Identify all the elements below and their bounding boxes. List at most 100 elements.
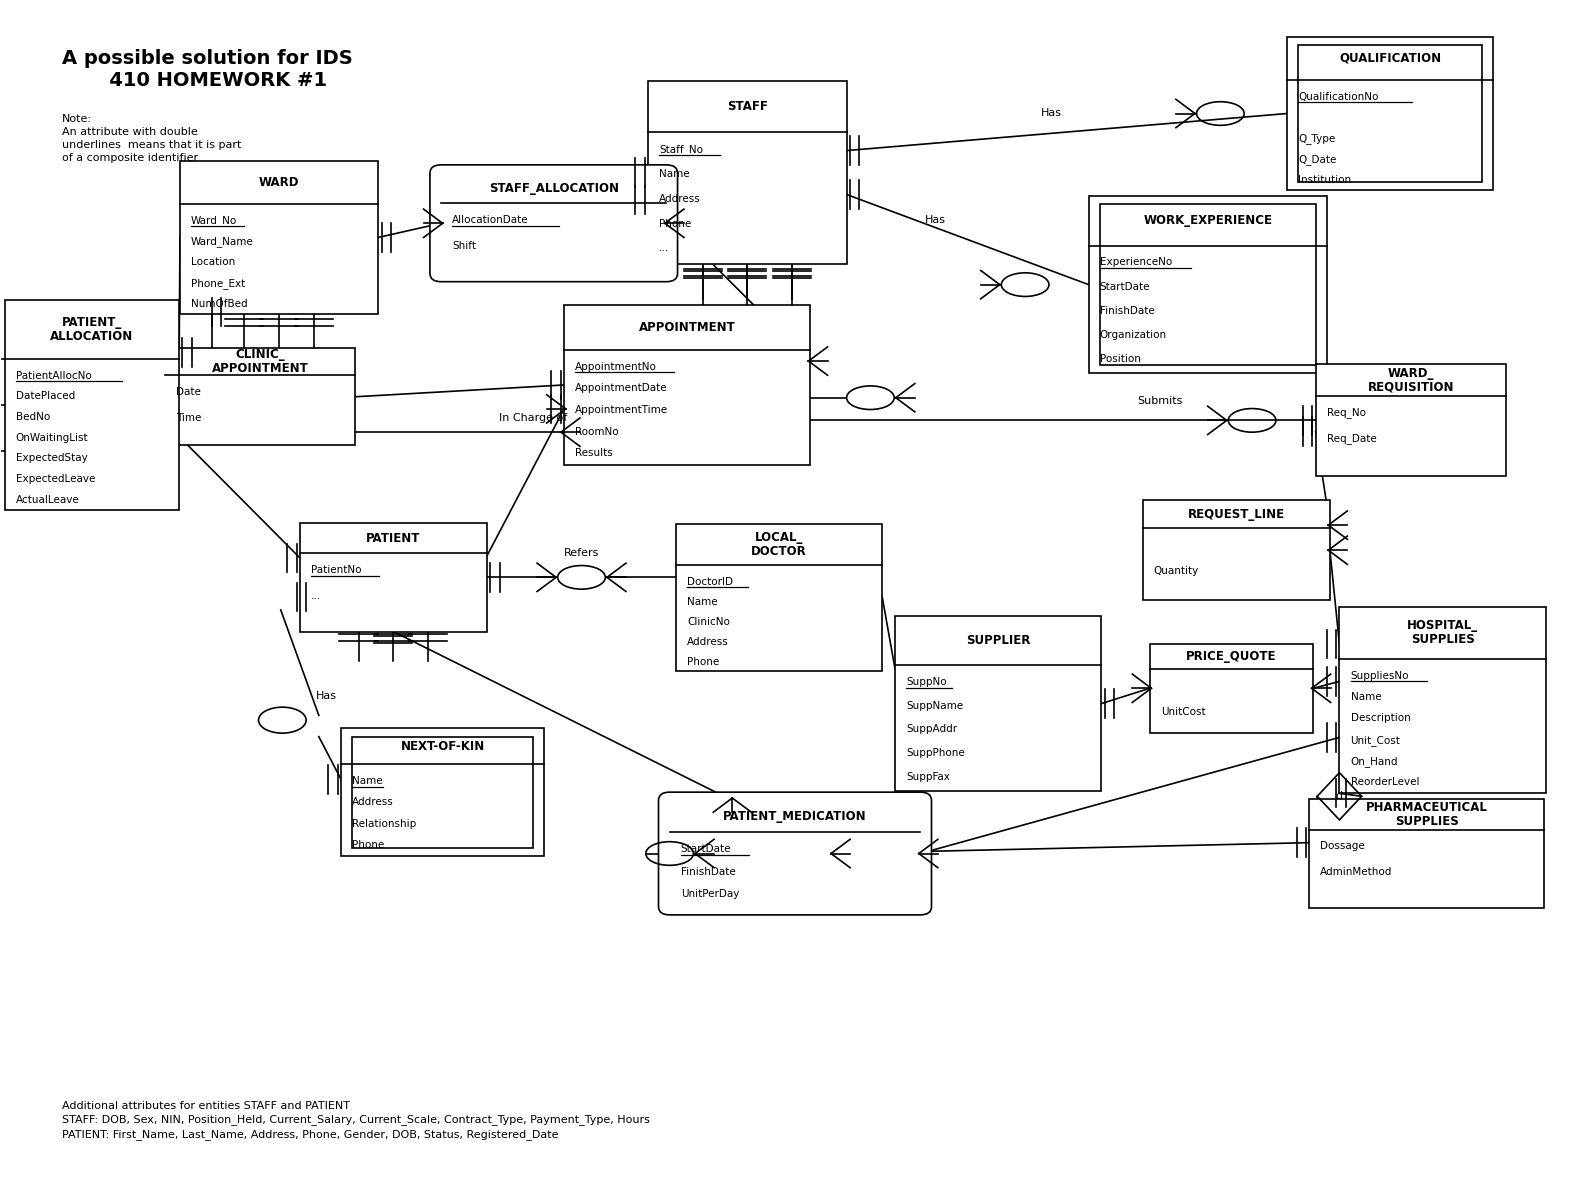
Text: SUPPLIER: SUPPLIER bbox=[967, 634, 1030, 647]
Text: Phone_Ext: Phone_Ext bbox=[191, 278, 245, 289]
Text: ReorderLevel: ReorderLevel bbox=[1350, 777, 1418, 788]
FancyBboxPatch shape bbox=[658, 793, 932, 914]
Text: APPOINTMENT: APPOINTMENT bbox=[639, 321, 736, 334]
Text: Name: Name bbox=[351, 776, 383, 786]
Text: Additional attributes for entities STAFF and PATIENT
STAFF: DOB, Sex, NIN, Posit: Additional attributes for entities STAFF… bbox=[62, 1101, 650, 1139]
Text: Address: Address bbox=[687, 636, 728, 647]
Text: Has: Has bbox=[925, 215, 946, 226]
Text: Position: Position bbox=[1100, 354, 1140, 363]
Text: ActualLeave: ActualLeave bbox=[16, 494, 80, 505]
Text: CLINIC_
APPOINTMENT: CLINIC_ APPOINTMENT bbox=[211, 349, 308, 375]
Text: Results: Results bbox=[576, 448, 612, 458]
Text: Dossage: Dossage bbox=[1320, 841, 1366, 852]
FancyBboxPatch shape bbox=[1315, 364, 1506, 477]
Text: Relationship: Relationship bbox=[351, 819, 417, 828]
FancyBboxPatch shape bbox=[1286, 37, 1493, 190]
Text: AppointmentNo: AppointmentNo bbox=[576, 362, 657, 371]
Text: OnWaitingList: OnWaitingList bbox=[16, 433, 89, 442]
Text: ...: ... bbox=[660, 244, 669, 253]
Text: AdminMethod: AdminMethod bbox=[1320, 867, 1393, 878]
FancyBboxPatch shape bbox=[340, 729, 544, 855]
Text: Address: Address bbox=[351, 797, 394, 807]
Text: UnitPerDay: UnitPerDay bbox=[681, 890, 739, 899]
Text: Submits: Submits bbox=[1137, 396, 1183, 406]
Text: Req_Date: Req_Date bbox=[1326, 433, 1377, 445]
FancyBboxPatch shape bbox=[301, 523, 487, 632]
Text: Unit_Cost: Unit_Cost bbox=[1350, 735, 1401, 745]
Text: Q_Type: Q_Type bbox=[1297, 134, 1336, 144]
Text: Ward_Name: Ward_Name bbox=[191, 237, 254, 247]
Text: SuppPhone: SuppPhone bbox=[906, 748, 965, 758]
Text: NEXT-OF-KIN: NEXT-OF-KIN bbox=[401, 739, 485, 752]
Text: PRICE_QUOTE: PRICE_QUOTE bbox=[1186, 649, 1277, 662]
Text: Name: Name bbox=[687, 596, 717, 607]
Text: PATIENT_
ALLOCATION: PATIENT_ ALLOCATION bbox=[51, 316, 134, 343]
Text: REQUEST_LINE: REQUEST_LINE bbox=[1188, 508, 1285, 521]
Text: WORK_EXPERIENCE: WORK_EXPERIENCE bbox=[1143, 214, 1272, 227]
FancyBboxPatch shape bbox=[895, 616, 1102, 791]
FancyBboxPatch shape bbox=[676, 524, 882, 671]
Text: Phone: Phone bbox=[351, 840, 385, 849]
Text: WARD_
REQUISITION: WARD_ REQUISITION bbox=[1367, 367, 1455, 394]
Text: On_Hand: On_Hand bbox=[1350, 756, 1398, 767]
Text: SuppName: SuppName bbox=[906, 700, 964, 711]
Text: SuppliesNo: SuppliesNo bbox=[1350, 671, 1409, 681]
FancyBboxPatch shape bbox=[1143, 500, 1329, 600]
Text: Has: Has bbox=[1040, 108, 1062, 118]
Text: StartDate: StartDate bbox=[681, 843, 731, 854]
Text: RoomNo: RoomNo bbox=[576, 427, 619, 437]
Text: FinishDate: FinishDate bbox=[1100, 305, 1154, 316]
Text: Ward_No: Ward_No bbox=[191, 215, 237, 226]
Text: QualificationNo: QualificationNo bbox=[1297, 91, 1379, 102]
Text: ExpectedStay: ExpectedStay bbox=[16, 453, 87, 464]
Text: A possible solution for IDS
   410 HOMEWORK #1: A possible solution for IDS 410 HOMEWORK… bbox=[62, 49, 353, 90]
Text: AllocationDate: AllocationDate bbox=[452, 215, 529, 225]
Text: Shift: Shift bbox=[452, 241, 475, 251]
Text: NumOfBed: NumOfBed bbox=[191, 299, 248, 309]
Text: Phone: Phone bbox=[687, 657, 719, 667]
Text: UnitCost: UnitCost bbox=[1161, 706, 1205, 717]
FancyBboxPatch shape bbox=[564, 305, 809, 465]
Text: Req_No: Req_No bbox=[1326, 407, 1366, 419]
FancyBboxPatch shape bbox=[649, 82, 846, 264]
Text: Phone: Phone bbox=[660, 219, 692, 228]
FancyBboxPatch shape bbox=[180, 161, 378, 315]
FancyBboxPatch shape bbox=[165, 348, 355, 445]
Text: DatePlaced: DatePlaced bbox=[16, 392, 75, 401]
Text: Has: Has bbox=[316, 691, 337, 702]
Text: PATIENT_MEDICATION: PATIENT_MEDICATION bbox=[723, 810, 867, 823]
Text: Note:
An attribute with double
underlines  means that it is part
of a composite : Note: An attribute with double underline… bbox=[62, 114, 242, 163]
FancyBboxPatch shape bbox=[5, 300, 180, 510]
FancyBboxPatch shape bbox=[1089, 196, 1326, 373]
Text: Address: Address bbox=[660, 194, 701, 203]
Text: SuppFax: SuppFax bbox=[906, 772, 949, 782]
FancyBboxPatch shape bbox=[1309, 800, 1544, 907]
Text: BedNo: BedNo bbox=[16, 412, 49, 422]
Text: StartDate: StartDate bbox=[1100, 282, 1150, 291]
Text: Name: Name bbox=[1350, 692, 1382, 703]
Text: HOSPITAL_
SUPPLIES: HOSPITAL_ SUPPLIES bbox=[1407, 620, 1479, 646]
Text: FinishDate: FinishDate bbox=[681, 867, 736, 877]
Text: SuppAddr: SuppAddr bbox=[906, 724, 957, 735]
Text: Quantity: Quantity bbox=[1154, 565, 1199, 576]
Text: ...: ... bbox=[312, 592, 321, 601]
Text: Organization: Organization bbox=[1100, 330, 1167, 340]
Text: SuppNo: SuppNo bbox=[906, 677, 946, 687]
Text: Name: Name bbox=[660, 169, 690, 179]
Text: ClinicNo: ClinicNo bbox=[687, 616, 730, 627]
Text: Location: Location bbox=[191, 257, 235, 267]
Text: d: d bbox=[1336, 791, 1344, 801]
Text: In Charge of: In Charge of bbox=[499, 413, 568, 422]
Text: DoctorID: DoctorID bbox=[687, 577, 733, 587]
Text: Institution: Institution bbox=[1297, 175, 1351, 185]
Text: Q_Date: Q_Date bbox=[1297, 154, 1337, 164]
Text: ExperienceNo: ExperienceNo bbox=[1100, 258, 1172, 267]
Text: Staff_No: Staff_No bbox=[660, 144, 703, 155]
Text: PHARMACEUTICAL
SUPPLIES: PHARMACEUTICAL SUPPLIES bbox=[1366, 801, 1488, 828]
FancyBboxPatch shape bbox=[429, 164, 677, 282]
FancyBboxPatch shape bbox=[1150, 644, 1313, 732]
Text: Time: Time bbox=[176, 413, 202, 424]
Text: PATIENT: PATIENT bbox=[366, 531, 421, 544]
Text: PatientAllocNo: PatientAllocNo bbox=[16, 370, 91, 381]
Text: Description: Description bbox=[1350, 713, 1410, 724]
